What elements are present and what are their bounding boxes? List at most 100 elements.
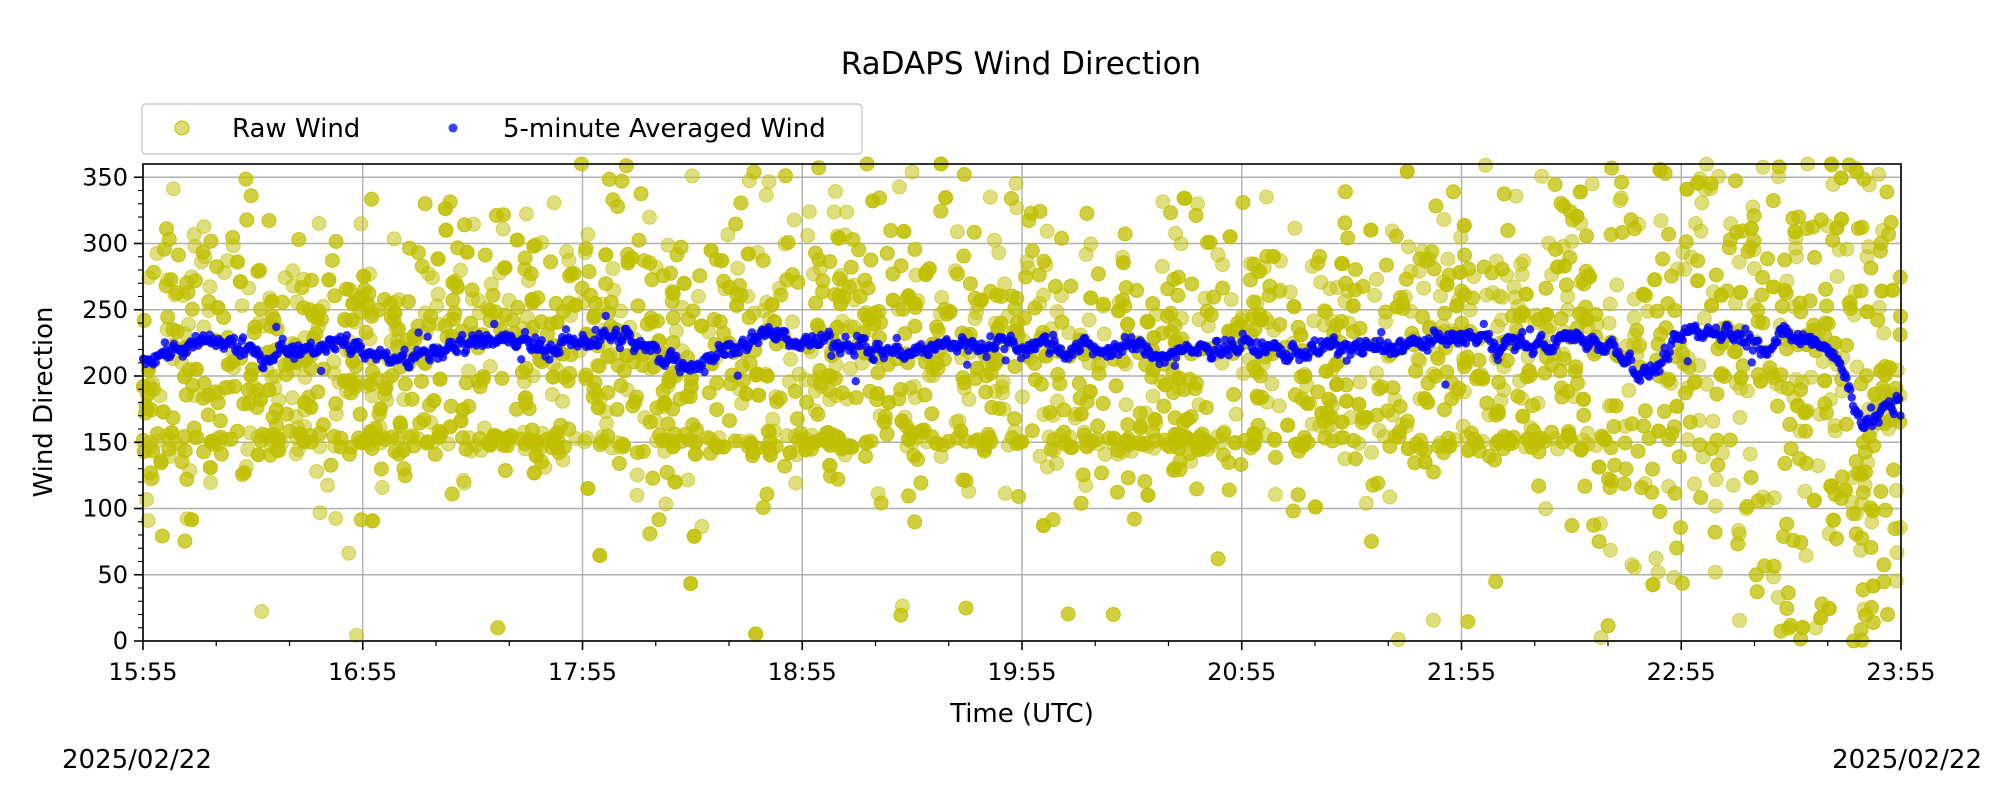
raw-wind-point — [1716, 369, 1732, 384]
raw-wind-point — [1253, 368, 1269, 384]
raw-wind-point — [1807, 250, 1823, 265]
raw-wind-point — [865, 193, 881, 209]
raw-wind-point — [1491, 374, 1507, 390]
chart-title: RaDAPS Wind Direction — [841, 46, 1201, 82]
raw-wind-point — [1560, 427, 1576, 443]
raw-wind-point — [1774, 298, 1790, 314]
raw-wind-point — [722, 413, 737, 429]
raw-wind-point — [421, 317, 437, 333]
raw-wind-point — [1591, 459, 1607, 475]
raw-wind-point — [590, 400, 606, 416]
raw-wind-point — [761, 442, 777, 458]
raw-wind-point — [1576, 407, 1592, 423]
raw-wind-point — [1778, 285, 1794, 301]
raw-wind-point — [1553, 311, 1569, 327]
raw-wind-point — [1827, 423, 1843, 439]
raw-wind-point — [871, 304, 887, 319]
raw-wind-point — [1268, 450, 1283, 465]
raw-wind-point — [252, 262, 267, 278]
raw-wind-point — [578, 367, 594, 383]
raw-wind-point — [1743, 221, 1759, 236]
avg-wind-point — [841, 332, 850, 341]
raw-wind-point — [1817, 315, 1833, 331]
raw-wind-point — [1792, 295, 1808, 311]
raw-wind-point — [417, 196, 433, 212]
raw-wind-point — [404, 391, 420, 407]
raw-wind-point — [740, 246, 756, 262]
raw-wind-point — [1399, 413, 1415, 429]
raw-wind-point — [1191, 442, 1206, 458]
raw-wind-point — [1765, 279, 1781, 295]
raw-wind-point — [1722, 432, 1738, 448]
raw-wind-point — [1145, 296, 1161, 312]
raw-wind-point — [486, 429, 502, 445]
raw-wind-point — [1732, 410, 1748, 425]
raw-wind-point — [239, 212, 255, 228]
raw-wind-point — [1043, 442, 1059, 457]
raw-wind-point — [1437, 305, 1453, 321]
raw-wind-point — [261, 213, 277, 229]
raw-wind-point — [973, 292, 989, 308]
raw-wind-point — [835, 385, 850, 401]
raw-wind-point — [1813, 610, 1829, 626]
raw-wind-point — [600, 385, 616, 401]
raw-wind-point — [442, 419, 458, 435]
raw-wind-point — [962, 276, 978, 292]
raw-wind-point — [1382, 489, 1398, 505]
raw-wind-point — [1060, 606, 1076, 622]
raw-wind-point — [1091, 366, 1107, 381]
raw-wind-point — [188, 361, 204, 377]
raw-wind-point — [1347, 282, 1363, 298]
raw-wind-point — [444, 486, 460, 502]
raw-wind-point — [1286, 299, 1302, 315]
raw-wind-point — [1826, 512, 1841, 528]
raw-wind-point — [1210, 247, 1226, 263]
raw-wind-point — [529, 435, 545, 451]
avg-wind-point — [860, 334, 869, 343]
raw-wind-point — [1538, 501, 1554, 517]
avg-wind-point — [545, 355, 554, 364]
raw-wind-point — [1883, 215, 1899, 230]
raw-wind-point — [177, 533, 193, 549]
raw-wind-point — [664, 284, 680, 300]
raw-wind-point — [1024, 423, 1040, 439]
raw-wind-point — [987, 232, 1002, 248]
raw-wind-point — [685, 303, 701, 319]
raw-wind-point — [1515, 408, 1531, 424]
raw-wind-point — [1867, 386, 1883, 402]
raw-wind-point — [445, 275, 461, 291]
raw-wind-point — [1306, 313, 1322, 329]
avg-wind-point — [561, 325, 571, 334]
avg-wind-point — [754, 338, 763, 348]
raw-wind-point — [210, 300, 226, 316]
raw-wind-point — [743, 435, 759, 451]
raw-wind-point — [1888, 521, 1904, 537]
raw-wind-point — [801, 204, 817, 220]
avg-wind-point — [825, 331, 835, 340]
raw-wind-point — [1671, 449, 1687, 465]
raw-wind-point — [961, 391, 977, 407]
raw-wind-point — [153, 455, 169, 471]
raw-wind-point — [1880, 607, 1896, 622]
raw-wind-point — [1838, 482, 1853, 498]
raw-wind-point — [1708, 498, 1723, 514]
raw-wind-point — [179, 471, 195, 487]
raw-wind-point — [643, 310, 659, 326]
raw-wind-point — [780, 235, 796, 250]
raw-wind-point — [1063, 278, 1079, 294]
raw-wind-point — [1531, 478, 1547, 494]
raw-wind-point — [1863, 260, 1879, 276]
raw-wind-point — [1817, 373, 1833, 389]
raw-wind-point — [782, 445, 798, 461]
raw-wind-point — [1815, 354, 1831, 370]
raw-wind-point — [906, 448, 922, 464]
raw-wind-point — [1222, 229, 1238, 245]
raw-wind-point — [580, 227, 596, 242]
raw-wind-point — [848, 390, 864, 406]
raw-wind-point — [1160, 308, 1175, 324]
raw-wind-point — [1334, 414, 1350, 430]
raw-wind-point — [1647, 272, 1663, 288]
raw-wind-point — [1656, 403, 1672, 419]
raw-wind-point — [279, 406, 295, 422]
